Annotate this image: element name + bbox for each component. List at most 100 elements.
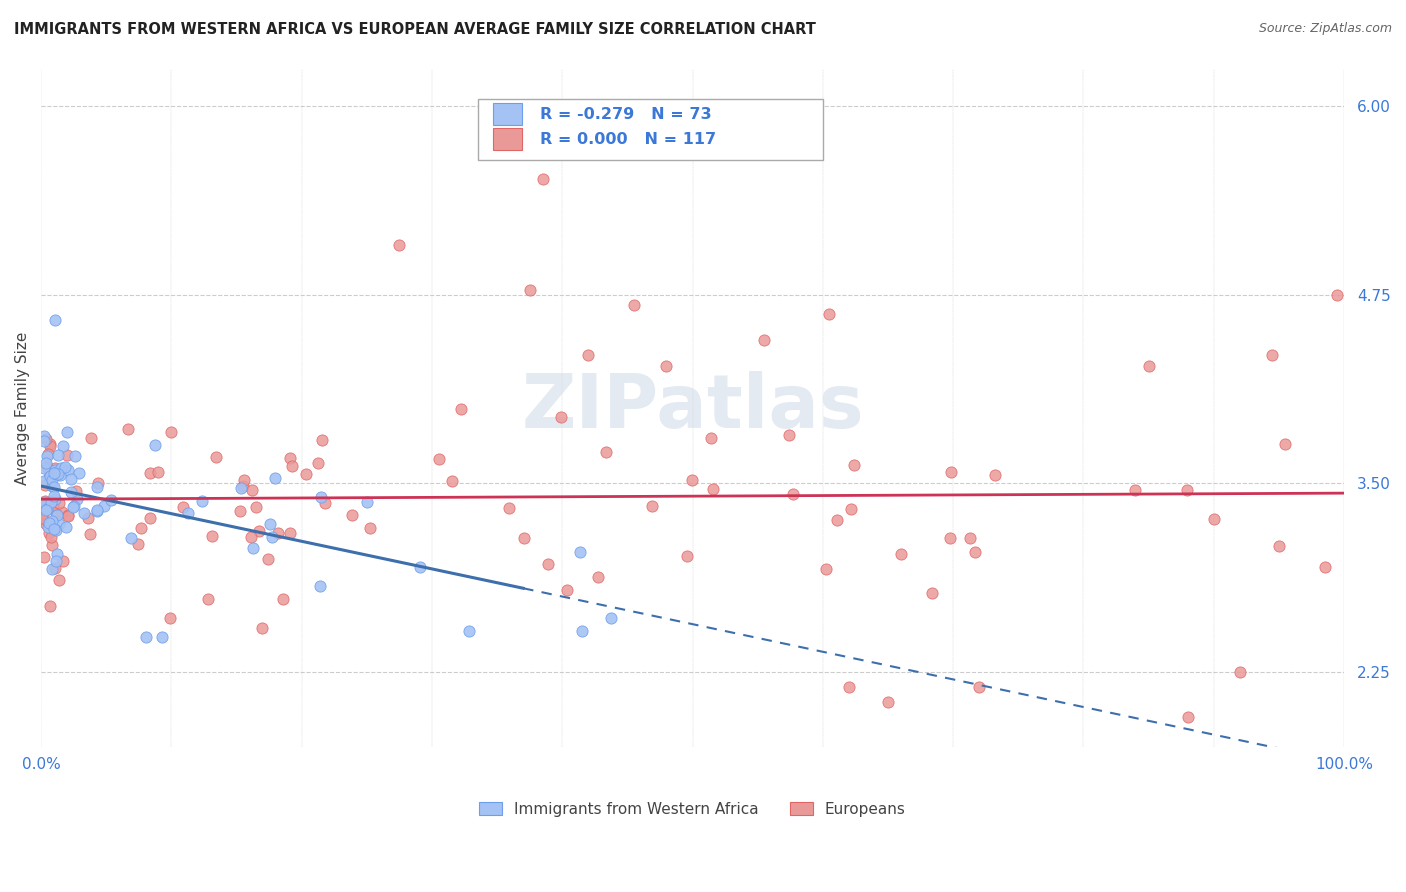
- Point: [921, 585, 943, 599]
- Point: [356, 494, 378, 508]
- Point: [311, 491, 333, 505]
- Point: [39, 469, 62, 483]
- Point: [73, 506, 96, 520]
- Point: [44, 463, 66, 477]
- Point: [42, 489, 65, 503]
- Point: [249, 524, 271, 538]
- Point: [571, 624, 593, 639]
- Point: [127, 537, 149, 551]
- Point: [681, 473, 703, 487]
- Point: [38, 437, 60, 451]
- Point: [44, 461, 66, 475]
- Point: [48, 467, 70, 482]
- Point: [129, 521, 152, 535]
- Point: [80, 431, 103, 445]
- Point: [38, 516, 60, 530]
- Point: [259, 516, 281, 531]
- Point: [814, 562, 837, 576]
- Point: [782, 487, 804, 501]
- FancyBboxPatch shape: [478, 99, 823, 161]
- Point: [838, 680, 860, 694]
- Point: [32, 460, 55, 475]
- Point: [172, 500, 194, 514]
- Point: [49, 468, 72, 483]
- Point: [86, 504, 108, 518]
- Point: [311, 434, 333, 448]
- Point: [39, 599, 62, 614]
- Point: [825, 513, 848, 527]
- Point: [1123, 483, 1146, 497]
- Text: Source: ZipAtlas.com: Source: ZipAtlas.com: [1258, 22, 1392, 36]
- Point: [143, 437, 166, 451]
- Point: [702, 482, 724, 496]
- Point: [41, 473, 63, 487]
- Point: [46, 547, 69, 561]
- Point: [877, 695, 900, 709]
- Point: [135, 630, 157, 644]
- Point: [42, 480, 65, 494]
- Point: [32, 429, 55, 443]
- Point: [45, 554, 67, 568]
- Point: [32, 434, 55, 448]
- Point: [1229, 665, 1251, 679]
- Point: [60, 484, 83, 499]
- Point: [818, 307, 841, 321]
- Point: [41, 538, 63, 552]
- Point: [190, 494, 212, 508]
- Point: [34, 494, 56, 508]
- Point: [307, 456, 329, 470]
- Point: [86, 479, 108, 493]
- Point: [44, 467, 66, 481]
- Text: ZIPatlas: ZIPatlas: [522, 371, 863, 444]
- Point: [87, 475, 110, 490]
- Text: IMMIGRANTS FROM WESTERN AFRICA VS EUROPEAN AVERAGE FAMILY SIZE CORRELATION CHART: IMMIGRANTS FROM WESTERN AFRICA VS EUROPE…: [14, 22, 815, 37]
- Point: [32, 549, 55, 564]
- Point: [568, 545, 591, 559]
- Point: [890, 547, 912, 561]
- Point: [35, 432, 58, 446]
- Point: [45, 465, 67, 479]
- Point: [48, 573, 70, 587]
- Point: [229, 481, 252, 495]
- Point: [295, 467, 318, 481]
- Point: [280, 458, 302, 473]
- Point: [450, 401, 472, 416]
- Point: [42, 467, 65, 481]
- Point: [537, 557, 560, 571]
- Point: [239, 530, 262, 544]
- Point: [513, 531, 536, 545]
- Point: [245, 500, 267, 514]
- Point: [754, 333, 776, 347]
- Point: [31, 498, 53, 512]
- Point: [38, 526, 60, 541]
- Point: [844, 458, 866, 472]
- Point: [39, 438, 62, 452]
- Point: [56, 425, 79, 439]
- Point: [256, 551, 278, 566]
- Point: [67, 466, 90, 480]
- Point: [38, 470, 60, 484]
- Point: [841, 501, 863, 516]
- Point: [623, 298, 645, 312]
- Point: [44, 491, 66, 506]
- Point: [550, 410, 572, 425]
- Point: [1202, 512, 1225, 526]
- Point: [37, 520, 59, 534]
- Point: [35, 503, 58, 517]
- Point: [41, 562, 63, 576]
- Point: [37, 447, 59, 461]
- Point: [51, 505, 73, 519]
- Point: [65, 450, 87, 464]
- Point: [48, 516, 70, 531]
- Point: [62, 500, 84, 514]
- Point: [48, 496, 70, 510]
- Point: [240, 483, 263, 497]
- Point: [586, 570, 609, 584]
- Point: [531, 171, 554, 186]
- Point: [34, 501, 56, 516]
- Point: [939, 465, 962, 479]
- Point: [984, 467, 1007, 482]
- Point: [44, 523, 66, 537]
- Point: [42, 498, 65, 512]
- Point: [56, 448, 79, 462]
